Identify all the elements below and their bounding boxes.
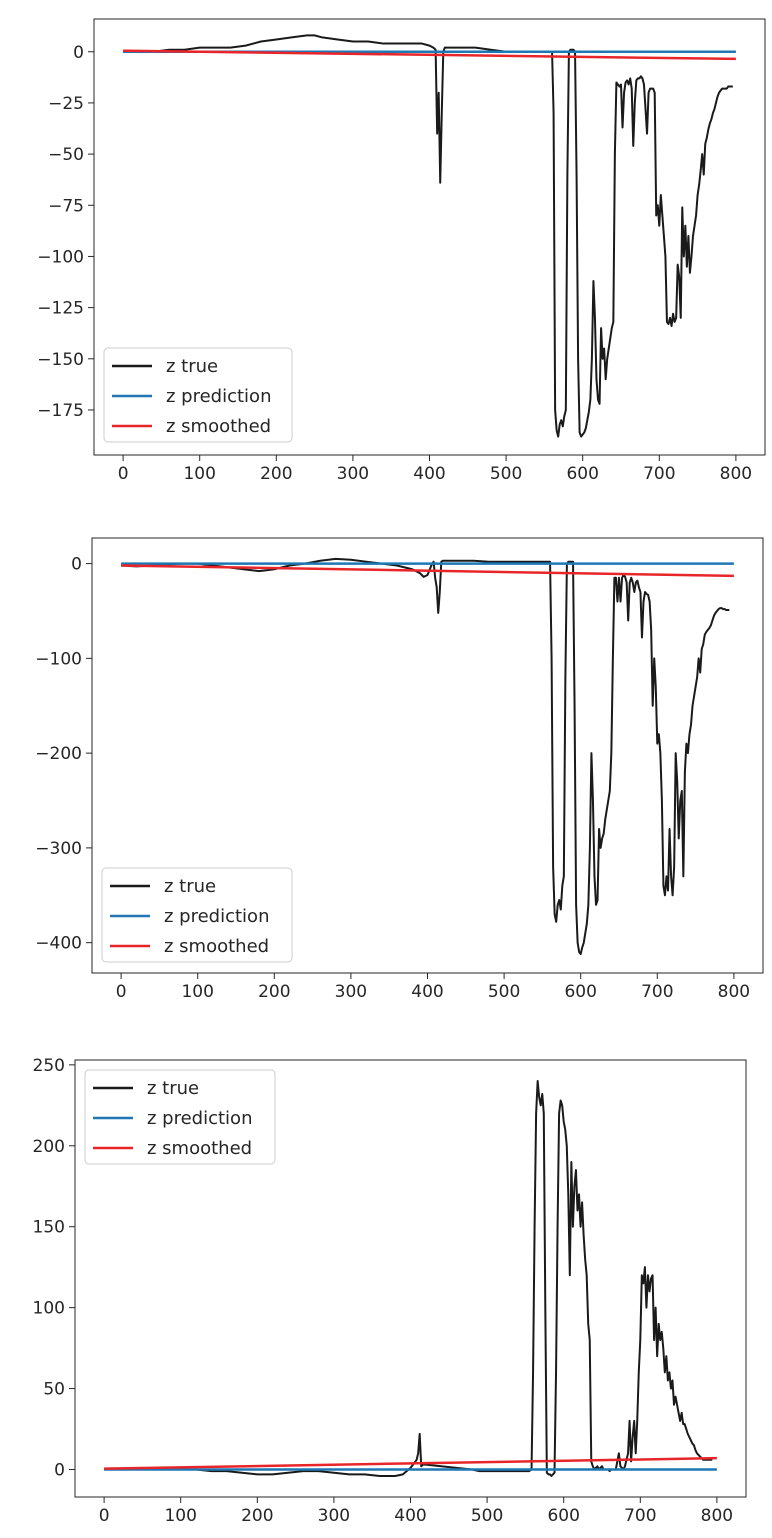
x-tick-label: 100 xyxy=(164,1506,196,1526)
legend-label: z smoothed xyxy=(147,1138,252,1159)
legend-label: z prediction xyxy=(166,386,271,407)
y-tick-label: −25 xyxy=(48,94,84,114)
y-tick-label: −125 xyxy=(37,299,84,319)
y-tick-label: 250 xyxy=(33,1056,65,1076)
x-tick-label: 400 xyxy=(394,1506,426,1526)
x-tick-label: 200 xyxy=(241,1506,273,1526)
x-tick-label: 800 xyxy=(718,982,750,1002)
legend-label: z smoothed xyxy=(164,936,269,957)
x-tick-label: 700 xyxy=(641,982,673,1002)
legend-box xyxy=(103,347,293,443)
plot-frame xyxy=(74,1059,747,1498)
y-tick-label: 200 xyxy=(33,1137,65,1157)
y-tick-label: −400 xyxy=(35,934,82,954)
x-tick-label: 600 xyxy=(564,982,596,1002)
y-tick-label: −150 xyxy=(37,350,84,370)
legend-label: z smoothed xyxy=(166,416,271,437)
y-tick-label: 0 xyxy=(71,555,82,575)
x-tick-label: 0 xyxy=(116,982,127,1002)
x-tick-label: 300 xyxy=(337,464,369,484)
x-tick-label: 0 xyxy=(99,1506,110,1526)
x-tick-label: 400 xyxy=(413,464,445,484)
x-tick-label: 300 xyxy=(335,982,367,1002)
x-tick-label: 700 xyxy=(624,1506,656,1526)
legend-box xyxy=(84,1069,276,1165)
x-tick-label: 300 xyxy=(318,1506,350,1526)
legend-label: z prediction xyxy=(147,1108,252,1129)
y-tick-label: −50 xyxy=(48,145,84,165)
plot-frame xyxy=(91,537,764,974)
x-tick-label: 0 xyxy=(118,464,129,484)
x-tick-label: 100 xyxy=(181,982,213,1002)
x-tick-label: 500 xyxy=(471,1506,503,1526)
x-tick-label: 200 xyxy=(258,982,290,1002)
legend-label: z true xyxy=(166,356,218,377)
x-tick-label: 600 xyxy=(566,464,598,484)
legend-box xyxy=(101,867,293,963)
chart-3: 0 100 200 300 400 500 600 700 800 0 50 100 150 200 250… xyxy=(33,1056,747,1526)
legend-label: z prediction xyxy=(164,906,269,927)
chart-1: 0 100 200 300 400 500 600 700 800 0 −25 −50 −75 −100 −… xyxy=(37,18,766,484)
y-tick-label: −300 xyxy=(35,839,82,859)
x-tick-label: 200 xyxy=(260,464,292,484)
x-tick-label: 800 xyxy=(701,1506,733,1526)
x-tick-label: 500 xyxy=(488,982,520,1002)
y-tick-label: −175 xyxy=(37,401,84,421)
plot-frame xyxy=(93,18,766,456)
y-tick-label: −75 xyxy=(48,196,84,216)
legend-label: z true xyxy=(164,876,216,897)
y-tick-label: 150 xyxy=(33,1218,65,1238)
x-tick-label: 400 xyxy=(411,982,443,1002)
x-tick-label: 600 xyxy=(547,1506,579,1526)
x-tick-label: 100 xyxy=(183,464,215,484)
series-line-z-true xyxy=(121,557,730,956)
series-line-z-smoothed xyxy=(121,564,734,578)
y-tick-label: −100 xyxy=(35,649,82,669)
x-tick-label: 500 xyxy=(490,464,522,484)
series-line-z-true xyxy=(123,34,733,438)
legend-label: z true xyxy=(147,1078,199,1099)
series-line-z-smoothed xyxy=(123,49,736,61)
x-tick-label: 700 xyxy=(643,464,675,484)
chart-2: 0 100 200 300 400 500 600 700 800 0 −100 −200 −300 −4… xyxy=(35,537,764,1002)
y-tick-label: −100 xyxy=(37,247,84,267)
y-tick-label: 50 xyxy=(43,1380,65,1400)
x-tick-label: 800 xyxy=(720,464,752,484)
y-tick-label: 100 xyxy=(33,1299,65,1319)
series-line-z-smoothed xyxy=(104,1456,717,1470)
y-tick-label: 0 xyxy=(54,1460,65,1480)
y-tick-label: 0 xyxy=(73,43,84,63)
y-tick-label: −200 xyxy=(35,744,82,764)
